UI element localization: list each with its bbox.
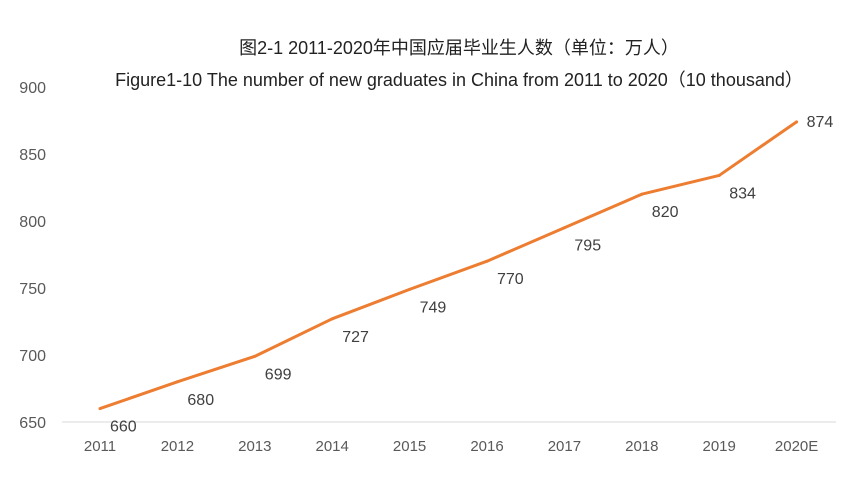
y-tick-label: 800 [19,214,46,231]
data-label: 874 [807,114,834,131]
chart-subtitle: Figure1-10 The number of new graduates i… [115,70,803,90]
data-point [640,192,644,196]
data-point [330,317,334,321]
x-tick-label: 2020E [775,438,818,455]
data-label: 770 [497,271,524,288]
data-point [98,407,102,411]
data-label: 834 [729,185,756,202]
data-point [795,120,799,124]
x-tick-label: 2018 [625,438,658,455]
y-tick-label: 850 [19,147,46,164]
data-point [717,173,721,177]
y-tick-label: 750 [19,281,46,298]
data-label: 727 [342,329,369,346]
data-label: 820 [652,204,679,221]
x-tick-label: 2019 [703,438,736,455]
x-tick-label: 2011 [84,438,116,455]
y-tick-label: 900 [19,80,46,97]
data-label: 660 [110,419,137,436]
y-tick-label: 650 [19,415,46,432]
data-label: 680 [187,392,214,409]
data-label: 795 [574,238,601,255]
x-tick-label: 2012 [161,438,194,455]
x-tick-label: 2017 [548,438,581,455]
data-point [253,354,257,358]
chart-title: 图2-1 2011-2020年中国应届毕业生人数（单位：万人） [239,38,679,58]
data-point [408,287,412,291]
series-line [99,120,798,411]
data-label: 699 [265,366,292,383]
x-tick-label: 2016 [470,438,503,455]
x-tick-label: 2014 [316,438,349,455]
x-tick-label: 2015 [393,438,426,455]
data-label: 749 [420,299,447,316]
data-point [485,259,489,263]
x-tick-label: 2013 [238,438,271,455]
data-point [175,380,179,384]
y-tick-label: 700 [19,348,46,365]
data-point [562,226,566,230]
